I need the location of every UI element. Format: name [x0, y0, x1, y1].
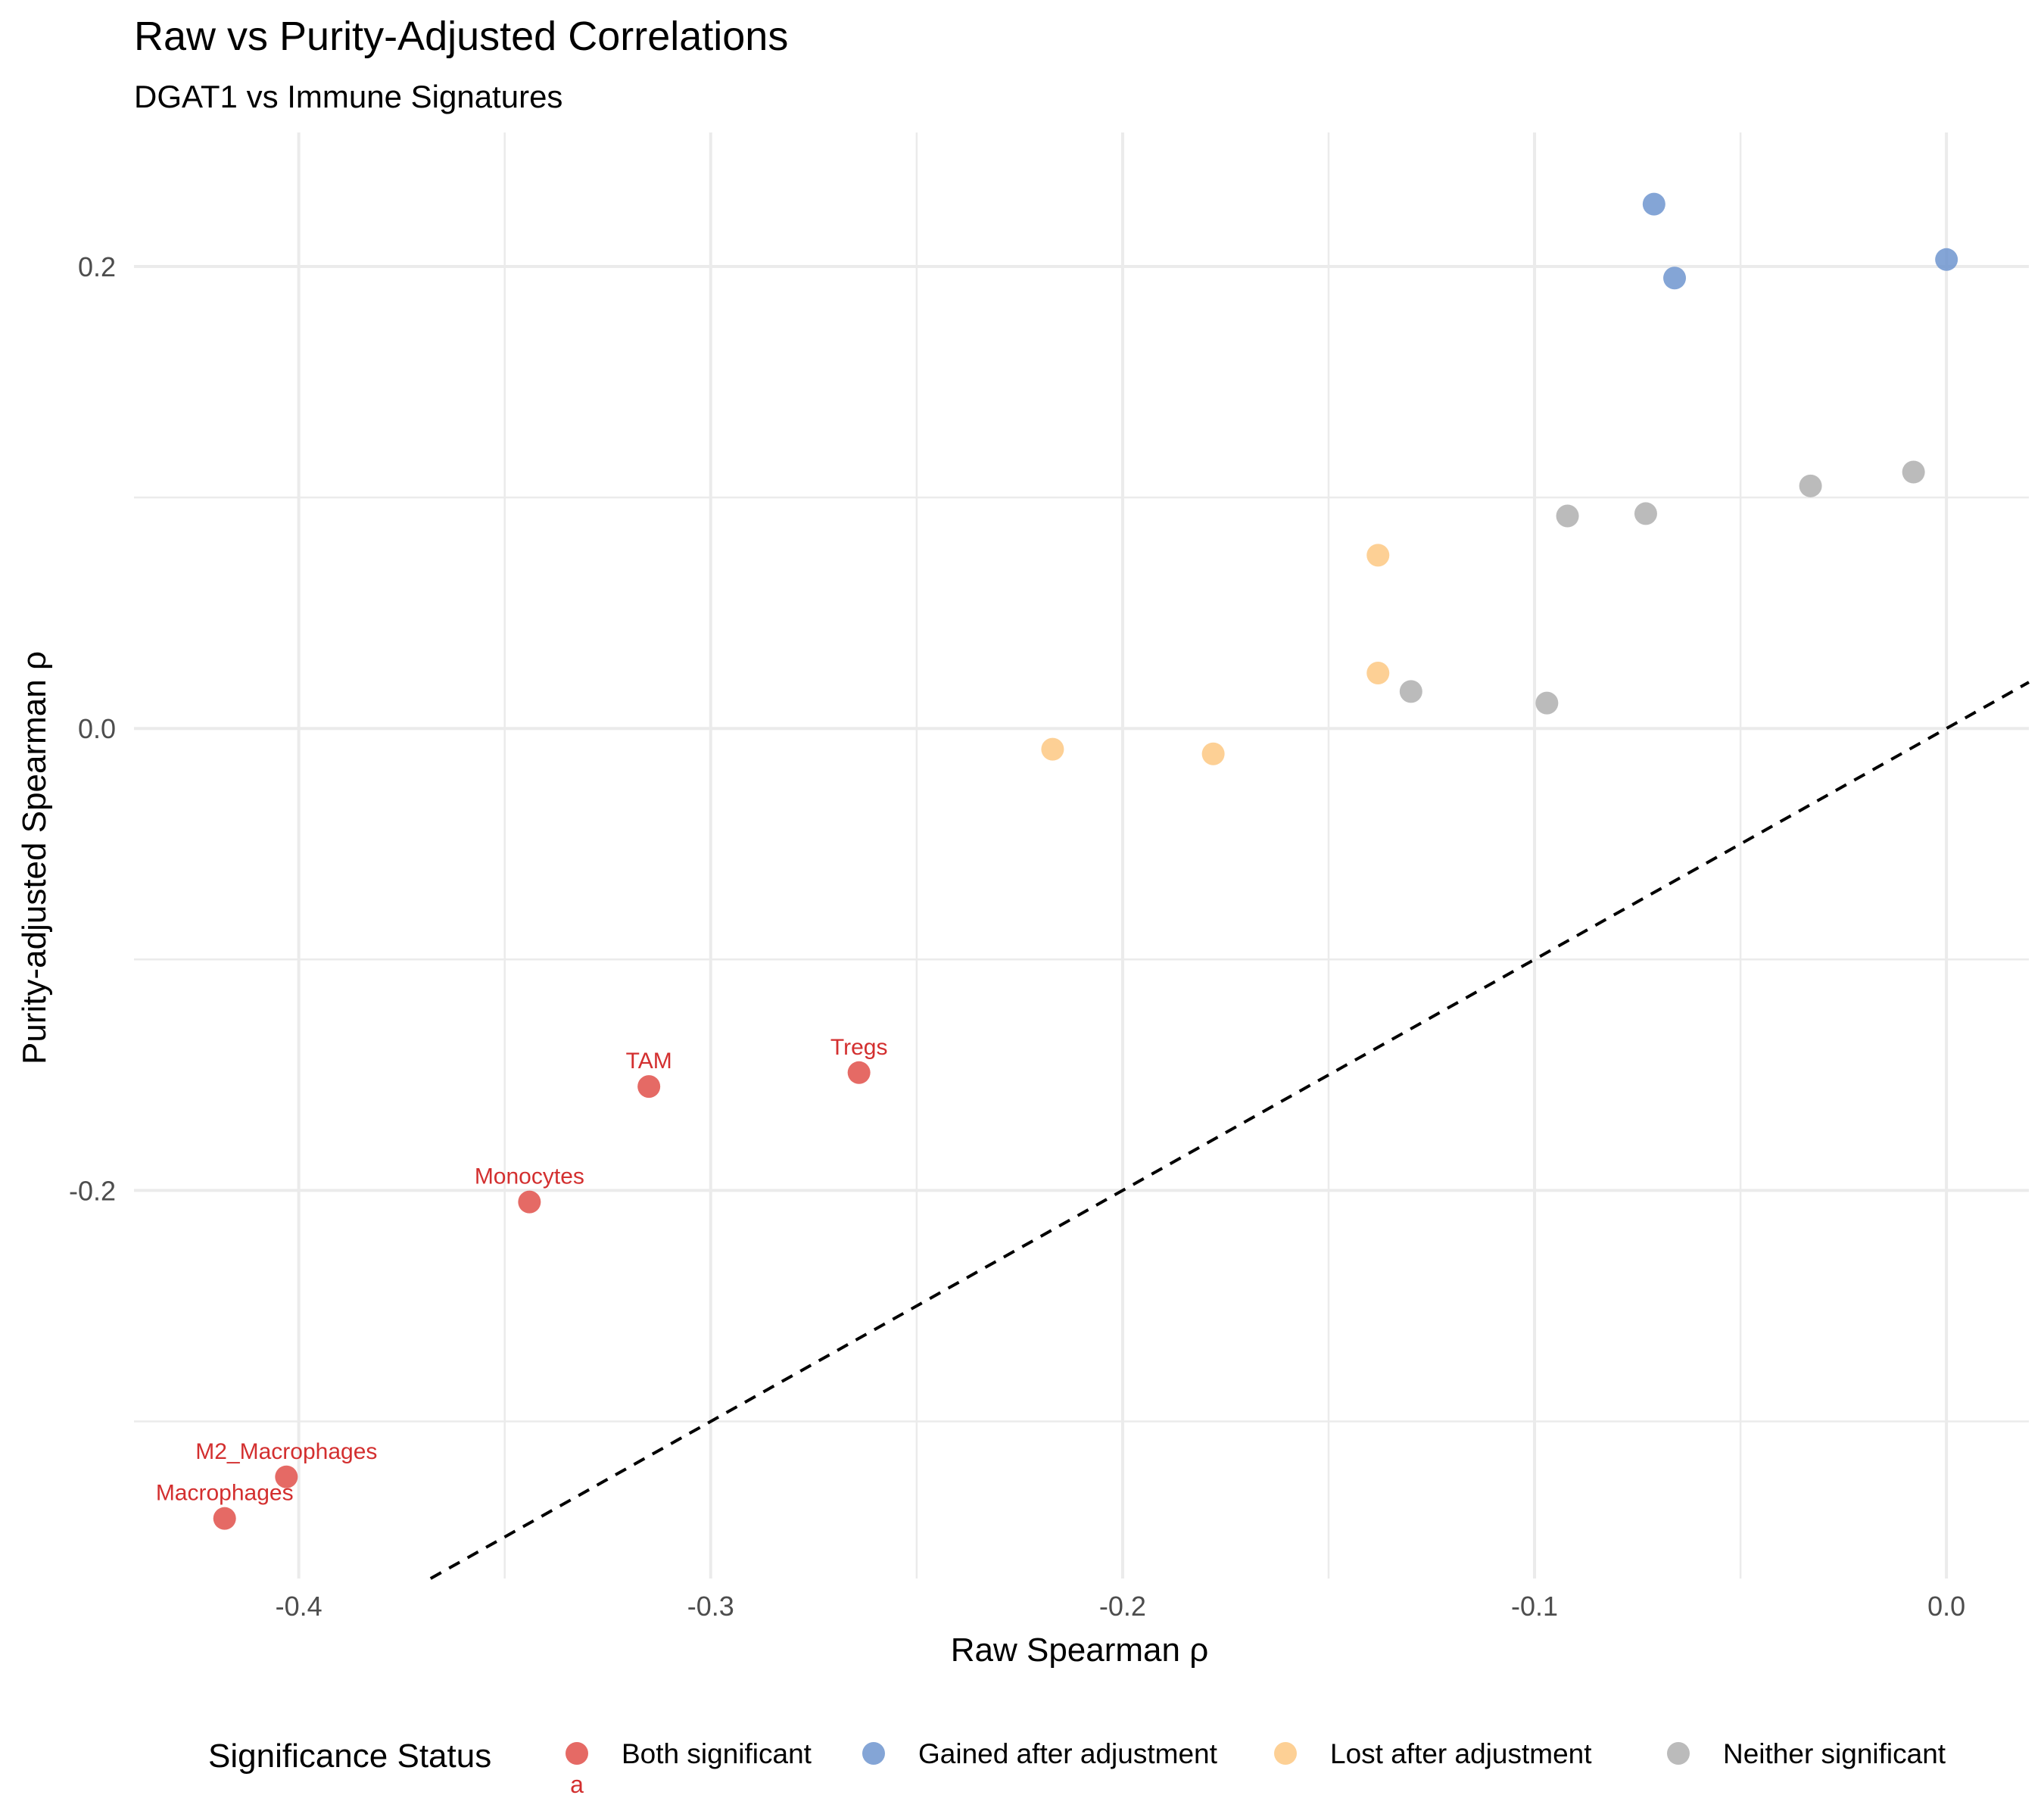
data-point — [1935, 248, 1958, 271]
point-label: Monocytes — [475, 1164, 584, 1189]
legend-label: Lost after adjustment — [1330, 1738, 1592, 1769]
legend-key — [1667, 1742, 1690, 1765]
legend-key — [566, 1742, 588, 1765]
data-point — [1634, 502, 1657, 525]
legend-label: Neither significant — [1723, 1738, 1946, 1769]
y-axis-title: Purity-adjusted Spearman ρ — [16, 651, 53, 1064]
point-label: TAM — [626, 1049, 672, 1074]
data-point — [1535, 691, 1559, 715]
y-tick-label: 0.0 — [78, 713, 116, 744]
data-point — [1902, 460, 1925, 484]
x-tick-label: 0.0 — [1927, 1591, 1965, 1622]
data-point — [847, 1061, 871, 1084]
data-point — [275, 1465, 298, 1488]
x-axis-ticks: -0.4 -0.3 -0.2 -0.1 0.0 — [276, 1591, 1966, 1622]
x-tick-label: -0.4 — [276, 1591, 322, 1622]
chart-subtitle: DGAT1 vs Immune Signatures — [134, 79, 562, 114]
reference-line-layer — [429, 681, 2030, 1580]
data-point — [1642, 192, 1665, 216]
point-label: Tregs — [830, 1035, 888, 1060]
data-point — [1366, 661, 1390, 684]
data-point — [518, 1190, 541, 1214]
data-point — [1366, 544, 1390, 567]
points-layer: Macrophages M2_Macrophages Monocytes TAM Tre… — [156, 192, 1958, 1530]
data-point — [1041, 737, 1064, 761]
y-tick-label: -0.2 — [69, 1175, 116, 1206]
y-axis-ticks: -0.2 0.0 0.2 — [69, 251, 116, 1206]
data-point — [213, 1507, 236, 1530]
x-tick-label: -0.2 — [1099, 1591, 1146, 1622]
legend-label: Gained after adjustment — [918, 1738, 1218, 1769]
point-label: M2_Macrophages — [195, 1439, 377, 1464]
data-point — [1399, 680, 1422, 703]
x-tick-label: -0.1 — [1511, 1591, 1558, 1622]
legend: Significance Status Both significant Gain… — [208, 1738, 1946, 1798]
data-point — [637, 1075, 661, 1099]
x-tick-label: -0.3 — [687, 1591, 734, 1622]
legend-label: Both significant — [622, 1738, 812, 1769]
legend-key — [1274, 1742, 1297, 1765]
y-tick-label: 0.2 — [78, 251, 116, 282]
legend-title: Significance Status — [208, 1738, 491, 1775]
legend-key — [862, 1742, 885, 1765]
data-point — [1799, 474, 1822, 497]
x-axis-title: Raw Spearman ρ — [951, 1632, 1209, 1669]
chart-title: Raw vs Purity-Adjusted Correlations — [134, 14, 788, 59]
legend-key-text: a — [570, 1771, 584, 1798]
point-label: Macrophages — [156, 1481, 294, 1506]
reference-line — [429, 681, 2030, 1580]
grid — [134, 132, 2029, 1579]
data-point — [1556, 504, 1579, 528]
data-point — [1663, 266, 1687, 290]
data-point — [1201, 742, 1225, 765]
